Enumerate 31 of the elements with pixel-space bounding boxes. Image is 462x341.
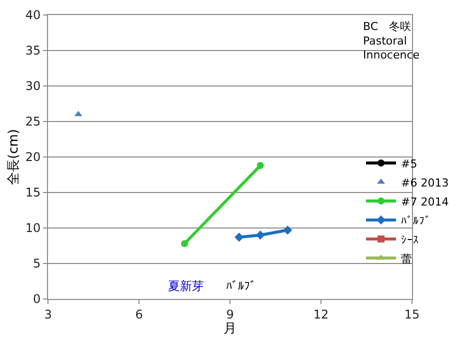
legend-label: ﾊﾞﾙﾌﾞ [401, 214, 432, 228]
x-tick-label: 3 [44, 307, 52, 322]
annotation: ﾊﾞﾙﾌﾞ [226, 279, 256, 293]
y-tick-label: 20 [25, 150, 41, 164]
legend-label: #6 2013 [401, 176, 449, 190]
x-tick-label: 15 [404, 307, 420, 322]
y-tick-label: 25 [25, 114, 41, 129]
y-tick-label: 0 [32, 292, 41, 306]
x-axis-title: 月 [224, 321, 236, 336]
legend-label: #5 [401, 157, 418, 170]
x-tick-label: 9 [226, 307, 234, 322]
x-tick-label: 6 [135, 307, 143, 322]
point [74, 110, 82, 116]
legend-label: 蕾 [401, 252, 412, 266]
legend-label: ｼｰｽ [401, 233, 420, 246]
point [283, 226, 292, 235]
y-tick-label: 40 [25, 8, 41, 22]
point [256, 230, 265, 240]
y-tick-label: 15 [25, 186, 41, 200]
y-tick-label: 10 [25, 221, 41, 236]
point [181, 240, 188, 248]
legend-label: #7 2014 [401, 195, 449, 208]
annotation: 夏新芽 [168, 279, 204, 293]
y-axis-title: 全長(cm) [6, 129, 22, 185]
x-tick-label: 12 [313, 307, 329, 322]
y-tick-label: 35 [25, 44, 41, 58]
annotation: BC 冬咲 Pastoral Innocence [363, 20, 420, 62]
point [234, 232, 244, 242]
y-tick-label: 30 [25, 79, 41, 94]
y-tick-label: 5 [32, 256, 41, 271]
point [256, 162, 264, 170]
